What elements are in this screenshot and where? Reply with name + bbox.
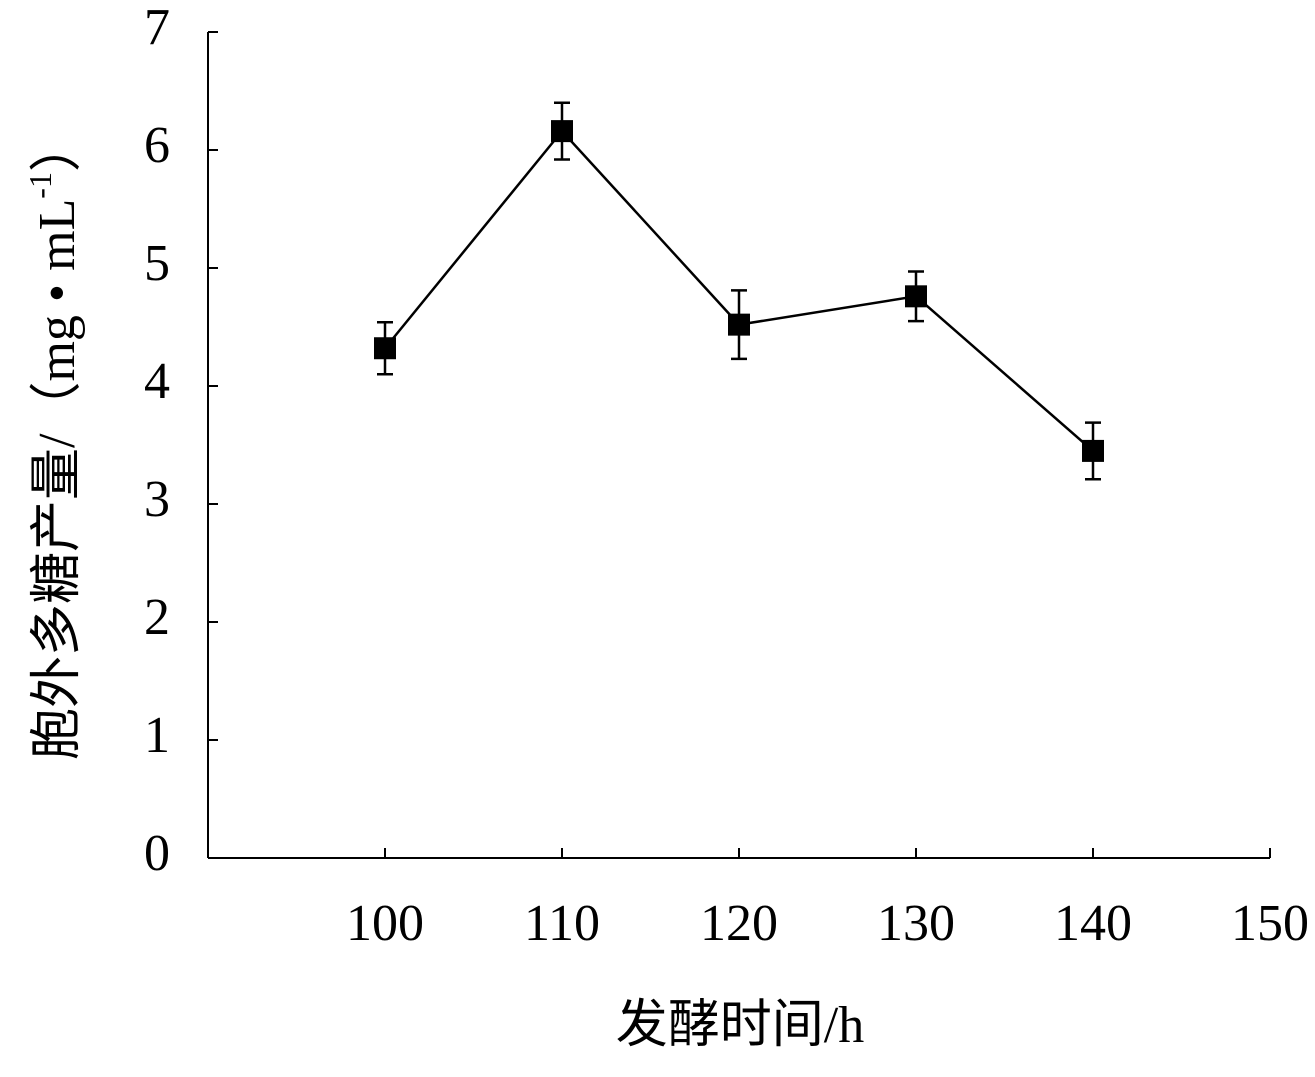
- x-tick-label: 150: [1231, 895, 1309, 952]
- y-tick-label: 7: [144, 0, 170, 56]
- y-tick-label: 0: [144, 825, 170, 882]
- y-tick-label: 4: [144, 353, 170, 410]
- y-axis-title: 胞外多糖产量/（mg • mL-1）: [22, 120, 86, 760]
- x-tick-label: 120: [700, 895, 778, 952]
- marker: [728, 313, 750, 336]
- y-tick-label: 6: [144, 117, 170, 174]
- y-axis-title-close: ）: [29, 120, 86, 172]
- marker: [374, 337, 396, 360]
- marker: [551, 120, 573, 143]
- y-tick-label: 5: [144, 235, 170, 292]
- x-tick-label: 110: [524, 895, 600, 952]
- x-axis-title: 发酵时间/h: [616, 997, 864, 1054]
- y-tick-label: 3: [144, 471, 170, 528]
- marker: [905, 285, 927, 308]
- marker: [1082, 439, 1104, 462]
- x-tick-label: 140: [1054, 895, 1132, 952]
- y-axis-title-text: 胞外多糖产量/（mg • mL: [29, 199, 86, 760]
- x-tick-label: 130: [877, 895, 955, 952]
- y-tick-label: 2: [144, 589, 170, 646]
- y-tick-label: 1: [144, 707, 170, 764]
- x-tick-label: 100: [346, 895, 424, 952]
- y-axis-title-sup: -1: [22, 172, 58, 199]
